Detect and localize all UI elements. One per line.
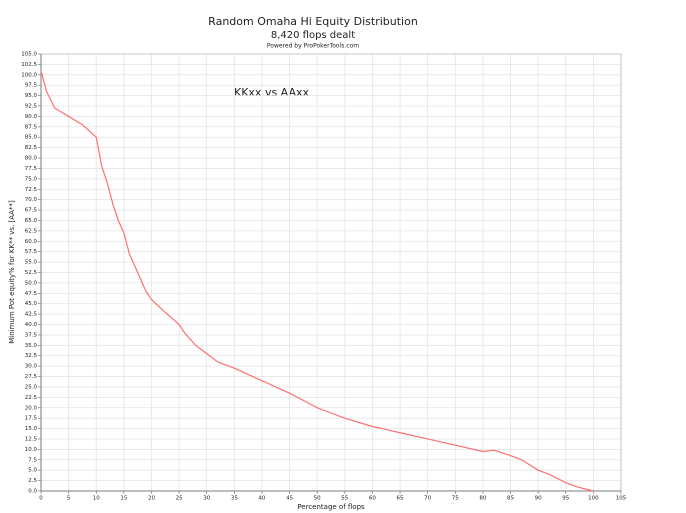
y-tick-label: 57.5 [25, 249, 38, 255]
x-tick-label: 65 [397, 496, 404, 502]
y-tick-label: 60.0 [25, 239, 38, 245]
y-tick-label: 35.0 [25, 343, 38, 349]
x-tick-label: 20 [148, 496, 155, 502]
y-tick-label: 37.5 [25, 332, 38, 338]
y-tick-label: 77.5 [25, 166, 38, 172]
y-tick-label: 17.5 [25, 416, 38, 422]
y-tick-label: 85.0 [25, 135, 38, 141]
y-tick-label: 75.0 [25, 176, 38, 182]
y-tick-label: 92.5 [25, 104, 38, 110]
y-tick-label: 15.0 [25, 426, 38, 432]
y-tick-label: 62.5 [25, 228, 38, 234]
x-tick-label: 5 [67, 496, 71, 502]
x-tick-label: 60 [369, 496, 376, 502]
x-tick-label: 70 [424, 496, 431, 502]
x-tick-label: 30 [203, 496, 210, 502]
y-tick-label: 95.0 [25, 93, 38, 99]
y-tick-label: 72.5 [25, 187, 38, 193]
y-tick-label: 25.0 [25, 384, 38, 390]
y-tick-label: 82.5 [25, 145, 38, 151]
x-tick-label: 35 [231, 496, 238, 502]
y-tick-label: 10.0 [25, 447, 38, 453]
y-tick-label: 102.5 [21, 62, 37, 68]
y-tick-label: 32.5 [25, 353, 38, 359]
line-series [40, 70, 594, 492]
y-tick-label: 55.0 [25, 260, 38, 266]
annotation: KKxx vs AAxx [234, 86, 310, 99]
y-tick-label: 105.0 [21, 52, 37, 58]
y-tick-label: 7.5 [28, 457, 37, 463]
x-tick-label: 100 [588, 496, 599, 502]
y-tick-label: 2.5 [28, 478, 37, 484]
x-tick-label: 80 [479, 496, 486, 502]
y-tick-label: 22.5 [25, 395, 38, 401]
x-axis-label: Percentage of flops [297, 503, 365, 511]
y-tick-label: 65.0 [25, 218, 38, 224]
y-axis-label: Minimum Pot equity% for KK** vs. [AA**] [8, 200, 16, 344]
y-tick-label: 100.0 [21, 72, 37, 78]
x-tick-label: 40 [258, 496, 265, 502]
y-tick-label: 30.0 [25, 364, 38, 370]
x-tick-label: 10 [93, 496, 100, 502]
credit: Powered by ProPokerTools.com [267, 43, 359, 50]
y-tick-label: 90.0 [25, 114, 38, 120]
y-tick-label: 47.5 [25, 291, 38, 297]
y-tick-label: 45.0 [25, 301, 38, 307]
x-tick-label: 25 [176, 496, 183, 502]
chart-title: Random Omaha Hi Equity Distribution [208, 15, 418, 28]
y-tick-label: 80.0 [25, 156, 38, 162]
y-tick-label: 67.5 [25, 208, 38, 214]
y-tick-label: 20.0 [25, 405, 38, 411]
x-tick-label: 15 [120, 496, 127, 502]
x-tick-label: 50 [314, 496, 321, 502]
x-tick-label: 95 [562, 496, 569, 502]
chart-subtitle: 8,420 flops dealt [271, 30, 355, 41]
y-tick-label: 87.5 [25, 124, 38, 130]
x-tick-label: 55 [341, 496, 348, 502]
y-tick-label: 42.5 [25, 312, 38, 318]
x-tick-label: 75 [452, 496, 459, 502]
y-tick-label: 12.5 [25, 436, 38, 442]
x-tick-label: 105 [616, 496, 627, 502]
y-tick-label: 27.5 [25, 374, 38, 380]
x-tick-label: 0 [39, 496, 43, 502]
y-tick-label: 52.5 [25, 270, 38, 276]
x-tick-label: 85 [507, 496, 514, 502]
x-tick-label: 45 [286, 496, 293, 502]
y-tick-label: 50.0 [25, 280, 38, 286]
x-tick-label: 90 [535, 496, 542, 502]
y-tick-label: 40.0 [25, 322, 38, 328]
y-tick-label: 70.0 [25, 197, 38, 203]
y-tick-label: 97.5 [25, 83, 38, 89]
y-tick-label: 5.0 [28, 468, 37, 474]
y-tick-label: 0.0 [28, 489, 37, 495]
